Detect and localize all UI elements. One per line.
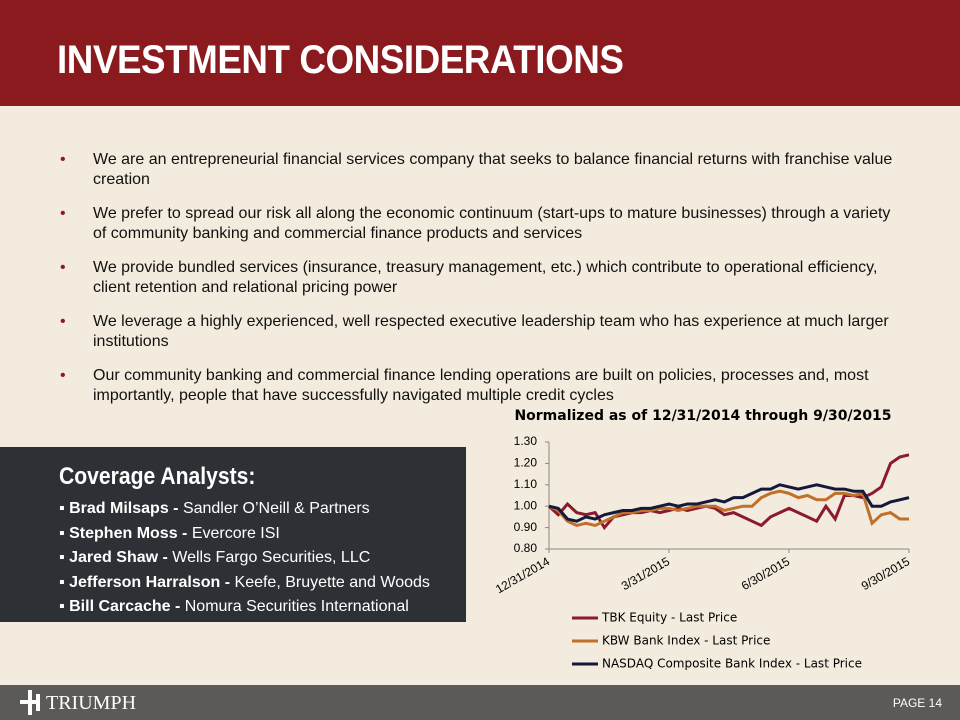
bullet: Our community banking and commercial fin… [60,366,900,406]
coverage-box: Coverage Analysts: Brad Milsaps - Sandle… [0,447,466,622]
header: INVESTMENT CONSIDERATIONS [0,0,960,106]
analyst-firm: Wells Fargo Securities, LLC [172,549,371,566]
analyst-firm: Nomura Securities International [184,598,409,615]
bullet: We are an entrepreneurial financial serv… [60,150,900,190]
analyst-name: Bill Carcache - [69,598,181,615]
analyst-firm: Evercore ISI [191,524,280,542]
legend-label: NASDAQ Composite Bank Index - Last Price [602,657,862,671]
bullet: We leverage a highly experienced, well r… [60,312,900,352]
bullet: We provide bundled services (insurance, … [60,258,900,298]
y-tick-label: 0.80 [514,541,538,555]
footer: TRIUMPH PAGE 14 [0,685,960,720]
x-tick-label: 6/30/2015 [739,554,793,593]
analyst-name: Brad Milsaps - [69,500,179,517]
y-tick-label: 1.30 [514,434,538,448]
analyst: Jared Shaw - Wells Fargo Securities, LLC [59,546,430,571]
analyst: Stephen Moss - Evercore ISI [59,522,430,547]
x-tick-label: 9/30/2015 [859,554,913,593]
analyst: Jefferson Harralson - Keefe, Bruyette an… [59,571,430,596]
analyst-name: Jefferson Harralson - [69,573,231,591]
logo-text: TRIUMPH [46,692,137,714]
page-number: PAGE 14 [892,696,942,710]
analyst: Brad Milsaps - Sandler O’Neill & Partner… [59,497,430,522]
analyst-name: Jared Shaw - [69,549,168,566]
analyst-firm: Sandler O’Neill & Partners [182,500,370,517]
x-tick-label: 12/31/2014 [493,554,552,596]
analyst: Bill Carcache - Nomura Securities Intern… [59,595,430,620]
legend-label: KBW Bank Index - Last Price [602,634,770,648]
logo-icon [20,690,40,715]
y-tick-label: 0.90 [514,520,538,534]
legend-label: TBK Equity - Last Price [601,611,737,625]
x-tick-label: 3/31/2015 [619,554,673,593]
series-line [548,483,910,523]
title: INVESTMENT CONSIDERATIONS [57,38,624,82]
coverage-title: Coverage Analysts: [59,463,256,490]
analyst-list: Brad Milsaps - Sandler O’Neill & Partner… [59,497,430,620]
analyst-name: Stephen Moss - [69,524,188,542]
y-tick-label: 1.00 [514,498,538,512]
analyst-firm: Keefe, Bruyette and Woods [234,573,430,591]
series-line [548,489,909,528]
series-line [547,453,910,531]
y-tick-label: 1.20 [514,456,538,470]
bullet: We prefer to spread our risk all along t… [60,204,900,244]
y-tick-label: 1.10 [514,477,538,491]
bullet-list: We are an entrepreneurial financial serv… [60,150,900,420]
